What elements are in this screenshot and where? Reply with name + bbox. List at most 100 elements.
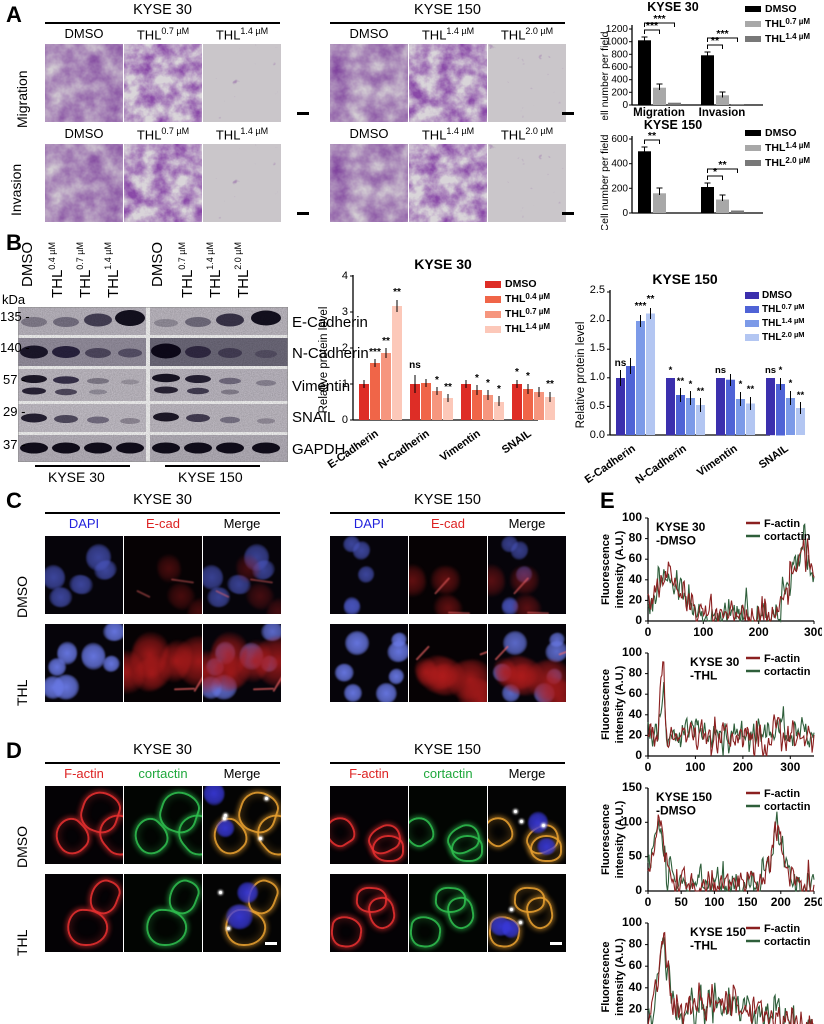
svg-text:***: *** <box>635 301 647 312</box>
svg-text:150: 150 <box>738 895 758 909</box>
svg-text:600: 600 <box>611 62 628 73</box>
svg-text:200: 200 <box>611 183 628 194</box>
svg-text:KYSE 150: KYSE 150 <box>656 790 712 804</box>
svg-text:E-Cadherin: E-Cadherin <box>583 442 638 486</box>
svg-text:**: ** <box>393 287 401 298</box>
svg-text:KYSE 30: KYSE 30 <box>690 655 740 669</box>
svg-text:*: * <box>475 373 479 384</box>
svg-text:0: 0 <box>635 748 642 762</box>
svg-text:***: *** <box>716 28 729 40</box>
svg-text:0: 0 <box>622 100 628 111</box>
svg-text:2: 2 <box>342 342 348 354</box>
svg-text:200: 200 <box>611 87 628 98</box>
svg-text:0.5: 0.5 <box>590 400 605 412</box>
svg-text:80: 80 <box>629 531 643 545</box>
svg-text:0: 0 <box>635 613 642 627</box>
svg-text:cortactin: cortactin <box>764 936 811 948</box>
svg-text:0: 0 <box>635 883 642 897</box>
svg-text:N-Cadherin: N-Cadherin <box>633 442 689 486</box>
svg-text:Fluorescence: Fluorescence <box>600 534 612 605</box>
svg-text:Relative protein level: Relative protein level <box>318 307 330 414</box>
svg-text:Cell number per field: Cell number per field <box>599 31 611 120</box>
svg-text:intensity (A.U.): intensity (A.U.) <box>614 530 626 608</box>
svg-text:ns: ns <box>715 365 726 376</box>
svg-text:**: ** <box>747 384 755 395</box>
svg-text:600: 600 <box>611 134 628 145</box>
svg-text:*: * <box>486 378 490 389</box>
svg-text:0: 0 <box>622 208 628 219</box>
svg-text:F-actin: F-actin <box>764 653 800 665</box>
svg-text:**: ** <box>647 294 655 305</box>
svg-text:250: 250 <box>804 895 822 909</box>
svg-text:100: 100 <box>622 917 642 929</box>
svg-text:400: 400 <box>611 75 628 86</box>
svg-text:100: 100 <box>685 760 705 774</box>
svg-text:40: 40 <box>629 707 643 721</box>
svg-text:**: ** <box>546 379 554 390</box>
svg-text:0: 0 <box>645 895 652 909</box>
svg-text:4: 4 <box>342 270 348 282</box>
svg-text:100: 100 <box>704 895 724 909</box>
svg-text:**: ** <box>697 386 705 397</box>
svg-text:F-actin: F-actin <box>764 518 800 530</box>
svg-text:Fluorescence: Fluorescence <box>600 804 612 875</box>
svg-text:Vimentin: Vimentin <box>695 442 740 479</box>
svg-text:Vimentin: Vimentin <box>438 427 483 464</box>
svg-text:Fluorescence: Fluorescence <box>600 942 612 1013</box>
svg-text:*: * <box>739 379 743 390</box>
svg-text:**: ** <box>718 159 727 171</box>
svg-text:KYSE 150: KYSE 150 <box>652 271 718 287</box>
svg-text:200: 200 <box>749 625 769 639</box>
svg-text:2.0: 2.0 <box>590 313 605 325</box>
svg-text:KYSE 30: KYSE 30 <box>656 520 706 534</box>
svg-text:intensity (A.U.): intensity (A.U.) <box>614 800 626 878</box>
svg-text:intensity (A.U.): intensity (A.U.) <box>614 938 626 1016</box>
svg-text:ns: ns <box>615 358 627 369</box>
svg-text:*: * <box>435 375 439 386</box>
svg-text:***: *** <box>653 13 666 25</box>
svg-text:200: 200 <box>733 760 753 774</box>
svg-text:**: ** <box>797 390 805 401</box>
svg-text:*: * <box>779 365 783 376</box>
svg-text:-THL: -THL <box>690 939 717 953</box>
svg-text:Fluorescence: Fluorescence <box>600 669 612 740</box>
svg-text:*: * <box>497 384 501 395</box>
svg-text:80: 80 <box>629 937 643 951</box>
svg-text:100: 100 <box>622 647 642 659</box>
svg-text:1: 1 <box>342 378 348 390</box>
svg-text:F-actin: F-actin <box>764 923 800 935</box>
svg-text:300: 300 <box>780 760 800 774</box>
svg-text:-DMSO: -DMSO <box>656 804 696 818</box>
svg-text:100: 100 <box>622 512 642 524</box>
svg-text:Relative protein level: Relative protein level <box>575 322 587 429</box>
svg-text:*: * <box>669 365 673 376</box>
svg-text:*: * <box>515 367 519 378</box>
svg-text:ns: ns <box>409 360 421 371</box>
svg-text:1.0: 1.0 <box>590 371 605 383</box>
svg-text:1.5: 1.5 <box>590 342 605 354</box>
svg-text:ns: ns <box>765 365 776 376</box>
svg-text:**: ** <box>444 382 452 393</box>
svg-text:**: ** <box>382 336 390 347</box>
svg-text:200: 200 <box>771 895 791 909</box>
svg-text:20: 20 <box>629 727 643 741</box>
svg-text:**: ** <box>677 376 685 387</box>
svg-text:SNAIL: SNAIL <box>500 427 534 456</box>
svg-text:0: 0 <box>645 760 652 774</box>
svg-text:300: 300 <box>804 625 822 639</box>
svg-text:***: *** <box>369 347 381 358</box>
svg-text:800: 800 <box>611 49 628 60</box>
svg-text:*: * <box>526 371 530 382</box>
svg-text:20: 20 <box>629 592 643 606</box>
svg-text:0: 0 <box>645 625 652 639</box>
svg-text:*: * <box>689 379 693 390</box>
svg-text:0.0: 0.0 <box>590 429 605 441</box>
svg-text:80: 80 <box>629 666 643 680</box>
svg-text:60: 60 <box>629 551 643 565</box>
svg-text:100: 100 <box>693 625 713 639</box>
svg-text:150: 150 <box>622 782 642 794</box>
svg-text:0: 0 <box>342 414 348 426</box>
svg-text:60: 60 <box>629 686 643 700</box>
svg-text:F-actin: F-actin <box>764 788 800 800</box>
svg-text:SNAIL: SNAIL <box>757 442 791 471</box>
